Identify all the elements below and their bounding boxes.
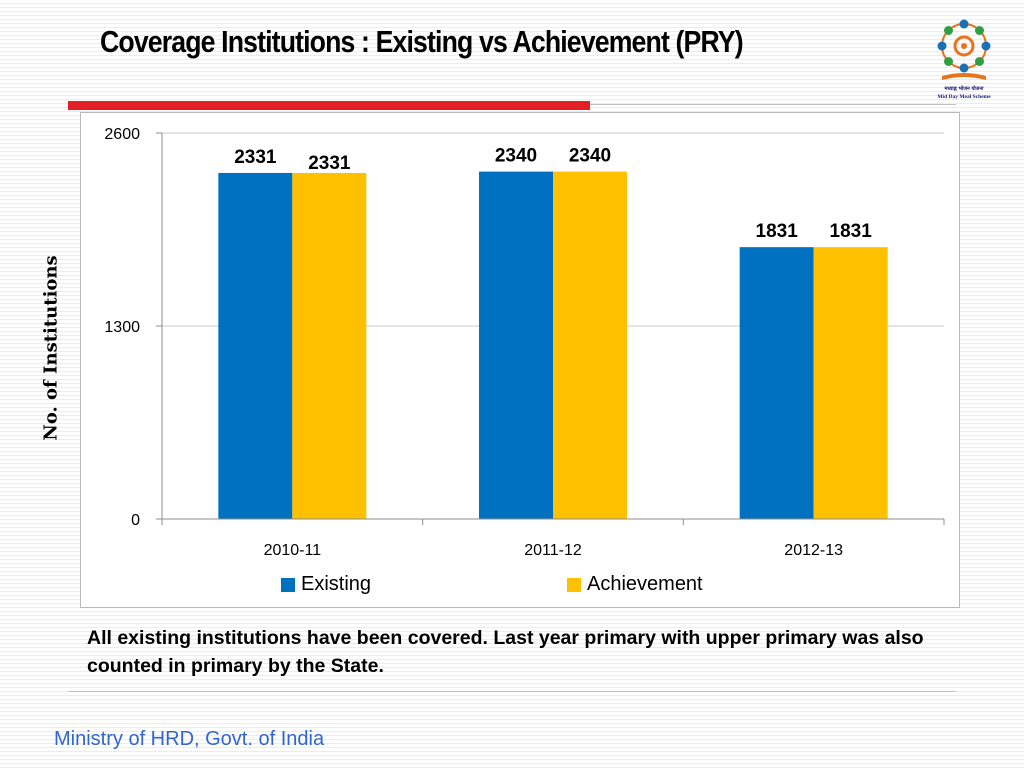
logo-text-english: Mid Day Meal Scheme bbox=[937, 94, 991, 100]
title-rule-red bbox=[68, 101, 590, 110]
y-axis-title: No. of Institutions bbox=[40, 255, 62, 441]
legend-label-achievement: Achievement bbox=[587, 573, 703, 595]
slide-title: Coverage Institutions : Existing vs Achi… bbox=[100, 24, 744, 59]
legend-item-achievement: Achievement bbox=[567, 573, 703, 596]
logo-text-hindi: मध्याह्न भोजन योजना bbox=[944, 85, 985, 92]
logo-ring bbox=[937, 19, 991, 80]
bottom-rule bbox=[68, 691, 956, 692]
chart-frame bbox=[80, 112, 960, 608]
footer-ministry: Ministry of HRD, Govt. of India bbox=[54, 728, 325, 750]
title-rule-grey bbox=[590, 104, 956, 105]
mid-day-meal-logo-icon: मध्याह्न भोजन योजना Mid Day Meal Scheme bbox=[937, 19, 991, 100]
legend-swatch-achievement bbox=[567, 577, 581, 592]
legend-item-existing: Existing bbox=[281, 573, 371, 596]
slide-caption: All existing institutions have been cove… bbox=[87, 627, 924, 677]
chart-legend: Existing Achievement bbox=[0, 573, 1024, 599]
legend-swatch-existing bbox=[281, 577, 295, 592]
legend-label-existing: Existing bbox=[301, 573, 372, 595]
